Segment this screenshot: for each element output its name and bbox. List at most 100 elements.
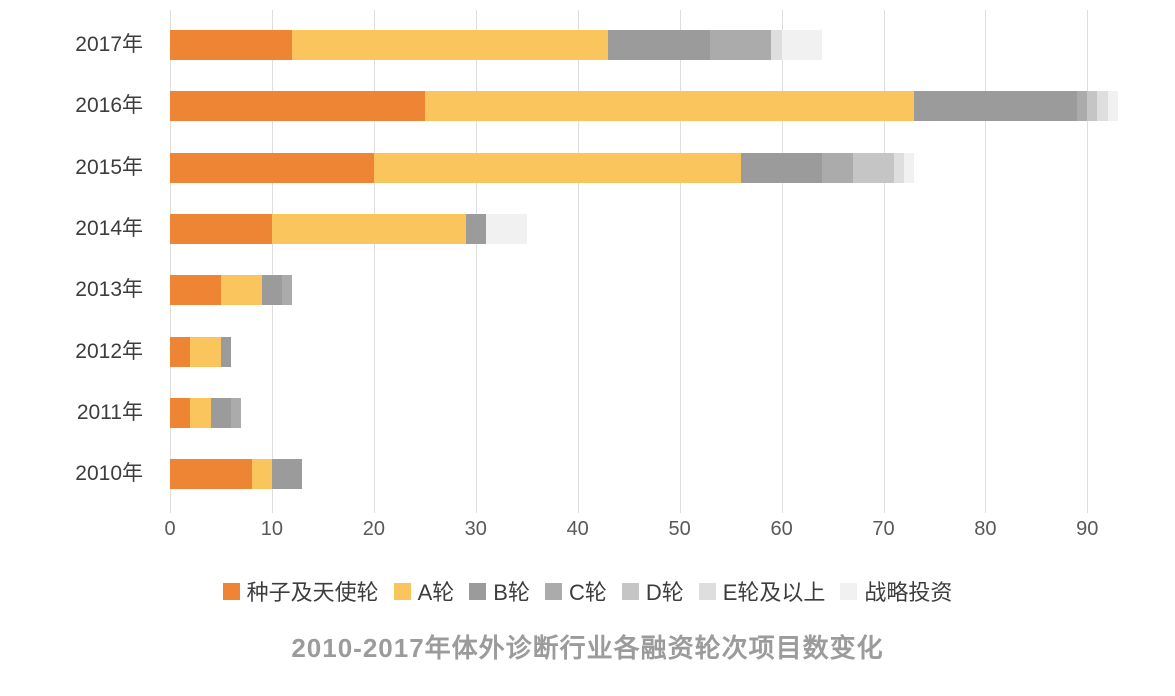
bar-row bbox=[170, 91, 1118, 122]
x-tick-label: 80 bbox=[974, 518, 997, 540]
bar-segment bbox=[190, 397, 211, 428]
plot-area bbox=[170, 10, 1123, 513]
bar-segment bbox=[1107, 91, 1118, 122]
x-tick-label: 70 bbox=[872, 518, 895, 540]
legend-item: B轮 bbox=[469, 575, 530, 607]
bar-segment bbox=[261, 275, 283, 306]
bar-segment bbox=[1087, 91, 1098, 122]
legend-swatch bbox=[393, 582, 411, 600]
y-axis-label: 2013年 bbox=[75, 278, 143, 302]
bar-segment bbox=[170, 152, 374, 183]
x-tick-label: 10 bbox=[260, 518, 284, 540]
gridline bbox=[985, 10, 987, 513]
bar-segment bbox=[608, 30, 711, 60]
bar-segment bbox=[251, 459, 272, 490]
gridline bbox=[883, 10, 885, 513]
gridline bbox=[679, 10, 681, 513]
y-axis: 2017年 2016年 2015年 2014年 2013年 2012年 2011年 2010年 bbox=[0, 10, 155, 513]
bar-segment bbox=[220, 336, 232, 367]
legend-item: 战略投资 bbox=[840, 575, 952, 607]
bar-segment bbox=[292, 30, 609, 60]
bar-segment bbox=[190, 336, 221, 367]
bar-row bbox=[170, 213, 527, 244]
legend-item: C轮 bbox=[544, 575, 607, 607]
gridline bbox=[577, 10, 579, 513]
y-axis-label: 2014年 bbox=[75, 216, 143, 240]
gridline bbox=[781, 10, 783, 513]
gridline bbox=[475, 10, 477, 513]
bar-segment bbox=[170, 275, 221, 306]
legend-item: D轮 bbox=[621, 575, 684, 607]
bar-row bbox=[170, 397, 242, 428]
y-axis-label: 2010年 bbox=[75, 462, 143, 486]
legend-label: A轮 bbox=[417, 580, 455, 605]
bar-segment bbox=[771, 30, 782, 60]
bar-segment bbox=[710, 30, 772, 60]
bar-segment bbox=[1097, 91, 1108, 122]
y-axis-label: 2015年 bbox=[75, 155, 143, 179]
x-tick-label: 30 bbox=[464, 518, 487, 540]
y-axis-label: 2012年 bbox=[75, 339, 143, 363]
bar-segment bbox=[170, 336, 191, 367]
legend-label: C轮 bbox=[568, 580, 607, 605]
bar-segment bbox=[822, 152, 853, 183]
bar-segment bbox=[231, 397, 242, 428]
legend-swatch bbox=[222, 582, 240, 600]
legend-swatch bbox=[840, 582, 858, 600]
bar-segment bbox=[485, 213, 527, 244]
y-axis-label: 2017年 bbox=[75, 33, 143, 56]
legend-swatch bbox=[469, 582, 487, 600]
bar-segment bbox=[170, 397, 191, 428]
bar-segment bbox=[170, 213, 272, 244]
bar-segment bbox=[852, 152, 894, 183]
bar-segment bbox=[740, 152, 823, 183]
legend-label: 战略投资 bbox=[864, 580, 953, 605]
bar-segment bbox=[373, 152, 741, 183]
legend-swatch bbox=[621, 582, 639, 600]
bar-segment bbox=[465, 213, 486, 244]
legend-label: D轮 bbox=[645, 580, 684, 605]
legend-label: 种子及天使轮 bbox=[246, 580, 379, 605]
bar-row bbox=[170, 152, 915, 183]
bar-segment bbox=[1077, 91, 1088, 122]
x-tick-label: 0 bbox=[164, 518, 176, 540]
legend-label: E轮及以上 bbox=[722, 580, 826, 605]
x-axis: 0 10 20 30 40 50 60 70 80 90 bbox=[0, 518, 1175, 546]
legend-item: E轮及以上 bbox=[698, 575, 826, 607]
gridline bbox=[1087, 10, 1089, 513]
bar-row bbox=[170, 336, 232, 367]
bar-segment bbox=[781, 30, 823, 60]
bar-segment bbox=[893, 152, 904, 183]
y-axis-label: 2011年 bbox=[76, 400, 143, 424]
bar-segment bbox=[221, 275, 262, 306]
bar-row bbox=[170, 459, 303, 490]
x-tick-label: 40 bbox=[566, 518, 589, 540]
chart-title: 2010-2017年体外诊断行业各融资轮次项目数变化 bbox=[291, 633, 884, 663]
gridline bbox=[170, 10, 171, 513]
legend-label: B轮 bbox=[493, 580, 530, 605]
bar-row bbox=[170, 275, 293, 306]
bar-segment bbox=[170, 30, 293, 60]
bar-segment bbox=[271, 459, 303, 490]
bar-segment bbox=[170, 459, 252, 490]
x-tick-label: 20 bbox=[362, 518, 386, 540]
legend-swatch bbox=[544, 582, 562, 600]
bar-segment bbox=[903, 152, 915, 183]
bar-segment bbox=[424, 91, 914, 122]
bar-segment bbox=[271, 213, 466, 244]
y-axis-label: 2016年 bbox=[75, 94, 143, 118]
legend-swatch bbox=[698, 582, 716, 600]
bar-segment bbox=[913, 91, 1078, 122]
x-tick-label: 60 bbox=[770, 518, 793, 540]
legend: 种子及天使轮 A轮 B轮 C轮 D轮 E轮及以上 战略投资 bbox=[0, 574, 1175, 608]
x-tick-label: 50 bbox=[668, 518, 691, 540]
bar-segment bbox=[282, 275, 293, 306]
gridline bbox=[271, 10, 273, 513]
bar-row bbox=[170, 30, 823, 60]
legend-item: 种子及天使轮 bbox=[222, 575, 379, 607]
legend-item: A轮 bbox=[393, 575, 455, 607]
bar-segment bbox=[210, 397, 232, 428]
gridline bbox=[373, 10, 375, 513]
x-tick-label: 90 bbox=[1076, 518, 1099, 540]
